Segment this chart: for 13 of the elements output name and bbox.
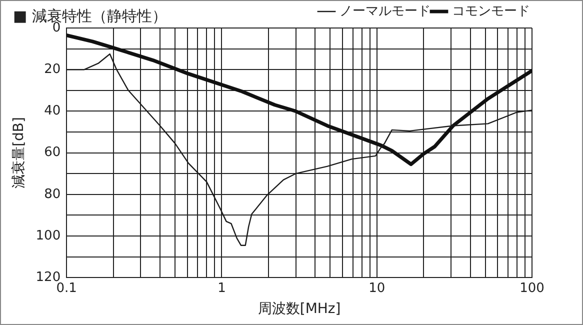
y-axis-title: 減衰量[dB] <box>11 117 28 189</box>
x-tick-label: 10 <box>368 280 386 296</box>
legend-label: コモンモード <box>452 4 530 19</box>
x-axis-title: 周波数[MHz] <box>258 301 341 318</box>
y-tick-label: 20 <box>44 62 61 77</box>
y-tick-label: 60 <box>44 145 61 160</box>
y-tick-label: 40 <box>44 104 61 119</box>
x-tick-label: 1 <box>218 280 226 296</box>
legend-label: ノーマルモード <box>340 4 430 19</box>
x-tick-label: 0.1 <box>56 280 77 296</box>
y-tick-label: 80 <box>44 186 61 202</box>
y-tick-label: 100 <box>36 228 61 244</box>
x-tick-label: 100 <box>520 280 544 296</box>
